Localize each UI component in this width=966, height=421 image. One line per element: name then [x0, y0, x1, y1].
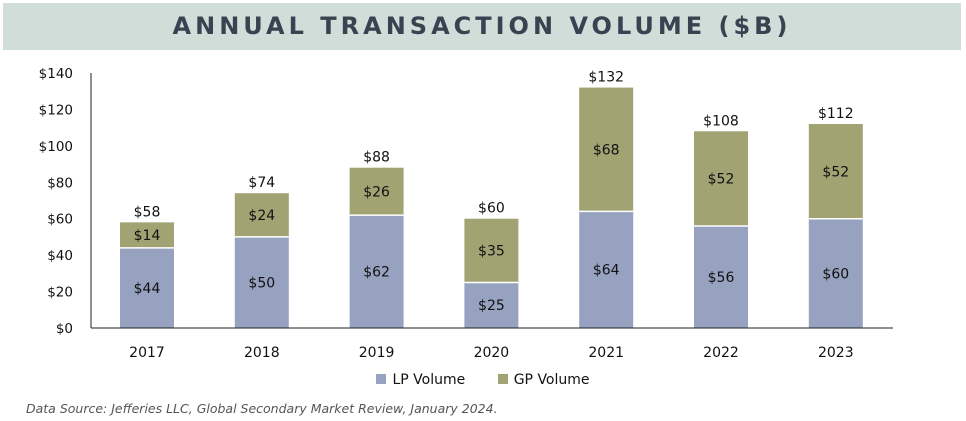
legend-swatch-lp — [376, 374, 387, 384]
legend-item-gp: GP Volume — [497, 372, 590, 388]
bar-lp-2023 — [808, 218, 863, 328]
y-tick-label: $40 — [47, 248, 73, 264]
y-tick-label: $0 — [56, 321, 73, 337]
data-label-total: $88 — [363, 150, 390, 166]
bar-lp-2018 — [234, 236, 289, 328]
bar-gp-2017 — [120, 222, 174, 248]
bar-lp-2022 — [694, 226, 748, 328]
data-label-total: $74 — [248, 175, 275, 191]
y-tick-label: $60 — [47, 212, 73, 228]
x-tick-label: 2017 — [129, 345, 165, 361]
data-label-lp: $56 — [708, 270, 735, 286]
data-label-gp: $24 — [248, 208, 275, 224]
data-label-gp: $35 — [478, 244, 505, 260]
legend-label-lp: LP Volume — [392, 372, 466, 388]
data-label-total: $58 — [134, 204, 161, 220]
data-label-lp: $64 — [593, 263, 620, 279]
x-tick-label: 2021 — [588, 345, 624, 361]
y-axis: $0 $20 $40 $60 $80 $100 $120 $140 — [39, 66, 92, 337]
x-axis: 2017 2018 2019 2020 2021 2022 2023 — [91, 327, 893, 361]
bar-gp-2019 — [349, 167, 404, 216]
data-label-gp: $14 — [134, 228, 161, 244]
bar-lp-2019 — [349, 215, 404, 328]
bar-gp-2022 — [694, 131, 748, 226]
data-label-total: $112 — [818, 106, 854, 122]
x-tick-label: 2019 — [359, 345, 395, 361]
data-label-gp: $26 — [363, 184, 390, 200]
data-label-total: $132 — [588, 70, 624, 86]
legend: LP Volume GP Volume — [0, 372, 966, 388]
data-label-gp: $68 — [593, 143, 620, 159]
x-tick-label: 2018 — [244, 345, 280, 361]
y-tick-label: $100 — [39, 139, 73, 155]
x-tick-label: 2020 — [474, 345, 510, 361]
bar-chart: $0$20$40$60$80$100$120$140 $44$14$58$50$… — [39, 66, 893, 361]
y-tick-label: $120 — [39, 102, 73, 118]
data-label-lp: $25 — [478, 298, 505, 314]
bar-gp-2023 — [808, 124, 863, 219]
chart-title: ANNUAL TRANSACTION VOLUME ($B) — [172, 12, 792, 40]
bar-gp-2018 — [234, 193, 289, 237]
data-source-note: Data Source: Jefferies LLC, Global Secon… — [26, 401, 498, 416]
data-label-gp: $52 — [708, 172, 735, 188]
title-band: ANNUAL TRANSACTION VOLUME ($B) — [3, 3, 961, 50]
bar-lp-2020 — [464, 282, 519, 328]
data-label-lp: $44 — [134, 281, 161, 297]
bar-gp-2020 — [464, 218, 519, 283]
data-label-lp: $62 — [363, 265, 390, 281]
legend-label-gp: GP Volume — [513, 372, 590, 388]
data-label-lp: $50 — [248, 275, 275, 291]
bar-gp-2021 — [579, 87, 634, 212]
legend-item-lp: LP Volume — [376, 372, 465, 388]
bar-lp-2021 — [579, 211, 634, 328]
y-tick-label: $140 — [39, 66, 73, 82]
y-tick-label: $20 — [47, 285, 73, 301]
bar-lp-2017 — [120, 247, 174, 328]
x-tick-label: 2022 — [703, 345, 739, 361]
x-tick-label: 2023 — [818, 345, 854, 361]
legend-swatch-gp — [497, 374, 508, 384]
bars: $44 $14 $58 $50 $24 $74 $62 $26 $88 $25 $35 $60 $64 $… — [120, 70, 863, 328]
data-label-lp: $60 — [822, 266, 849, 282]
data-label-gp: $52 — [822, 164, 849, 180]
y-tick-label: $80 — [47, 175, 73, 191]
data-label-total: $60 — [478, 201, 505, 217]
data-label-total: $108 — [703, 113, 739, 129]
